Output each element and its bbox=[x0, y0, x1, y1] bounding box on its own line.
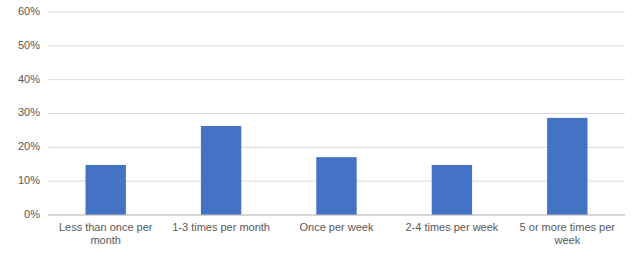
y-tick-label: 30% bbox=[18, 106, 40, 118]
bar bbox=[547, 118, 587, 215]
grid-line bbox=[48, 79, 625, 80]
grid-line bbox=[48, 215, 625, 216]
grid-line bbox=[48, 12, 625, 13]
grid bbox=[48, 12, 625, 215]
x-tick-label: 5 or more times perweek bbox=[520, 221, 616, 246]
bar bbox=[201, 126, 241, 215]
grid-line bbox=[48, 113, 625, 114]
y-tick-label: 20% bbox=[18, 140, 40, 152]
x-tick-label: 2-4 times per week bbox=[405, 221, 498, 233]
bars bbox=[86, 118, 588, 215]
y-axis: 0% 10% 20% 30% 40% 50% 60% bbox=[18, 5, 40, 220]
chart: 0% 10% 20% 30% 40% 50% 60% Less than once permo… bbox=[0, 0, 639, 261]
bar bbox=[316, 157, 356, 215]
y-tick-label: 50% bbox=[18, 39, 40, 51]
x-tick-label: Once per week bbox=[300, 221, 374, 233]
x-tick-label: 1-3 times per month bbox=[172, 221, 270, 233]
y-tick-label: 60% bbox=[18, 5, 40, 17]
x-axis: Less than once permonth 1-3 times per mon… bbox=[59, 221, 615, 246]
y-tick-label: 40% bbox=[18, 73, 40, 85]
bar bbox=[86, 165, 126, 215]
y-tick-label: 0% bbox=[24, 208, 40, 220]
bar bbox=[432, 165, 472, 215]
y-tick-label: 10% bbox=[18, 174, 40, 186]
x-axis-line bbox=[48, 215, 625, 216]
x-tick-label: Less than once permonth bbox=[59, 221, 153, 246]
grid-line bbox=[48, 147, 625, 148]
grid-line bbox=[48, 45, 625, 46]
